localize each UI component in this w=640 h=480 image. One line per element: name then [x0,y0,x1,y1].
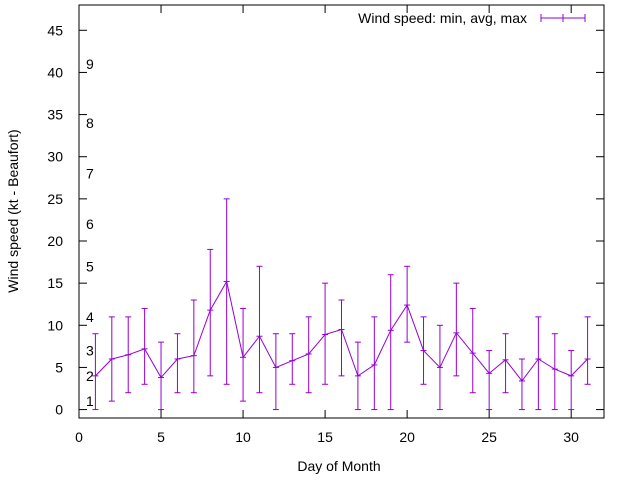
y-tick-label: 45 [47,22,63,38]
x-tick-label: 10 [235,429,251,445]
legend: Wind speed: min, avg, max [358,10,586,26]
beaufort-label: 8 [86,115,94,131]
y-tick-label: 30 [47,149,63,165]
x-axis-ticks: 0 5 10 15 20 25 30 [75,5,579,445]
beaufort-label: 2 [86,368,94,384]
beaufort-label: 4 [86,309,94,325]
y-tick-label: 20 [47,233,63,249]
y-tick-label: 15 [47,275,63,291]
x-tick-label: 15 [317,429,333,445]
y-tick-label: 25 [47,191,63,207]
beaufort-label: 9 [86,56,94,72]
x-tick-label: 5 [157,429,165,445]
x-tick-label: 0 [75,429,83,445]
y-axis-label: Wind speed (kt - Beaufort) [5,129,21,292]
y-tick-label: 5 [55,359,63,375]
y-tick-label: 0 [55,402,63,418]
x-tick-label: 20 [399,429,415,445]
x-tick-label: 30 [563,429,579,445]
beaufort-label: 3 [86,343,94,359]
y-tick-label: 40 [47,64,63,80]
legend-label: Wind speed: min, avg, max [358,10,527,26]
y-tick-label: 35 [47,107,63,123]
beaufort-label: 1 [86,393,94,409]
beaufort-label: 5 [86,258,94,274]
beaufort-label: 7 [86,166,94,182]
beaufort-labels: 1 2 3 4 5 6 7 8 9 [86,56,94,409]
y-tick-label: 10 [47,317,63,333]
plot-frame [78,4,605,419]
beaufort-label: 6 [86,216,94,232]
x-axis-label: Day of Month [297,458,380,474]
x-tick-label: 25 [481,429,497,445]
legend-sample [540,14,586,22]
series-layer [92,198,591,411]
